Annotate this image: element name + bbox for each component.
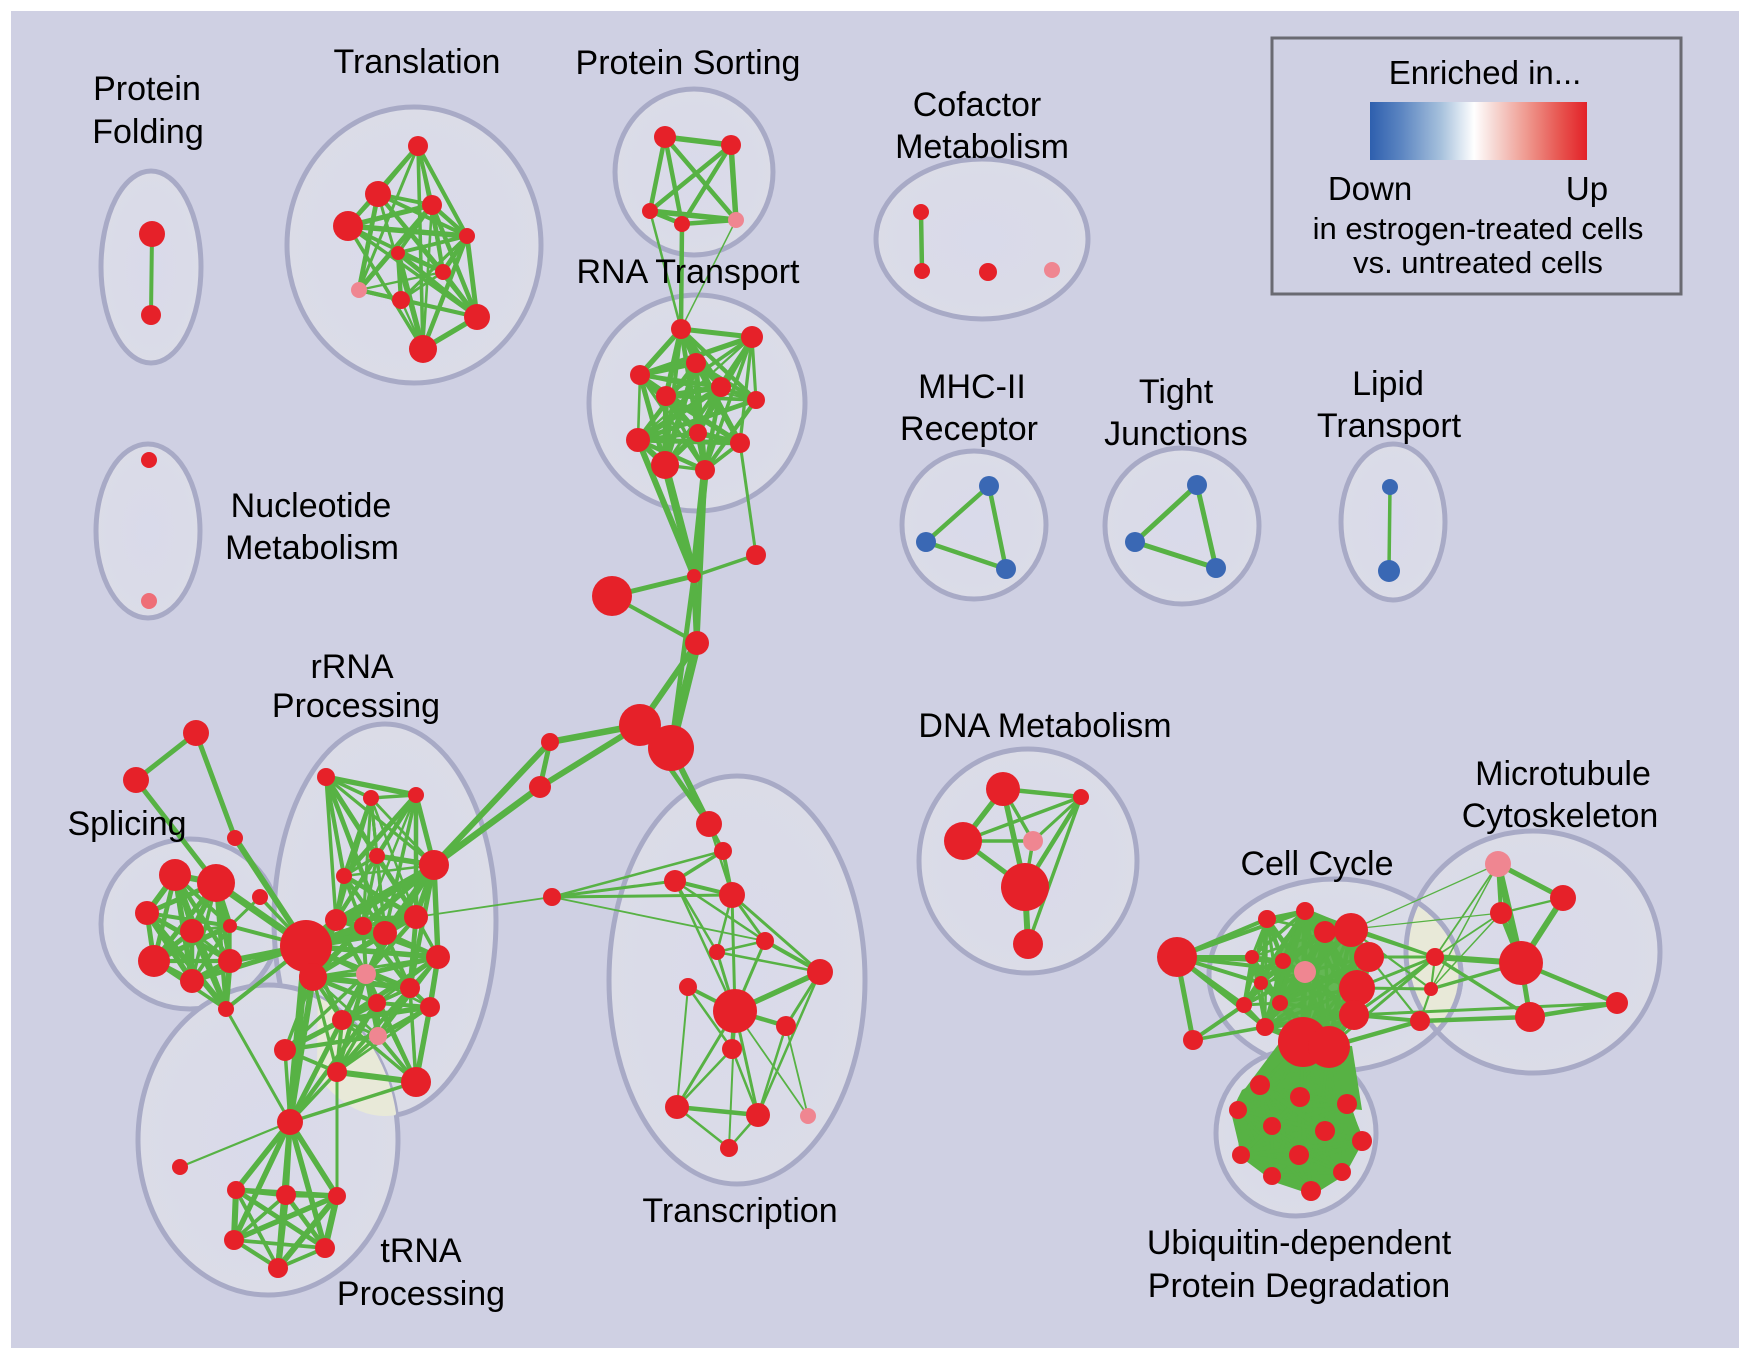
svg-text:Protein: Protein bbox=[93, 70, 201, 108]
svg-text:Down: Down bbox=[1328, 170, 1412, 207]
svg-text:Nucleotide: Nucleotide bbox=[231, 487, 392, 525]
svg-text:Processing: Processing bbox=[272, 687, 440, 725]
svg-text:RNA Transport: RNA Transport bbox=[577, 253, 801, 291]
svg-text:vs. untreated cells: vs. untreated cells bbox=[1353, 245, 1603, 280]
svg-text:Microtubule: Microtubule bbox=[1475, 755, 1651, 793]
svg-text:Splicing: Splicing bbox=[67, 805, 186, 843]
svg-text:Cell Cycle: Cell Cycle bbox=[1240, 845, 1393, 883]
svg-text:tRNA: tRNA bbox=[380, 1232, 462, 1270]
svg-text:Processing: Processing bbox=[337, 1275, 505, 1313]
svg-text:Enriched in...: Enriched in... bbox=[1389, 54, 1582, 91]
svg-text:Junctions: Junctions bbox=[1104, 415, 1248, 453]
svg-text:Receptor: Receptor bbox=[900, 410, 1038, 448]
svg-text:Up: Up bbox=[1566, 170, 1608, 207]
svg-text:Translation: Translation bbox=[334, 43, 501, 81]
svg-text:Cofactor: Cofactor bbox=[913, 86, 1042, 124]
svg-text:Transcription: Transcription bbox=[642, 1192, 837, 1230]
svg-text:in estrogen-treated cells: in estrogen-treated cells bbox=[1313, 211, 1644, 246]
svg-text:Protein Sorting: Protein Sorting bbox=[576, 44, 801, 82]
svg-text:Ubiquitin-dependent: Ubiquitin-dependent bbox=[1147, 1224, 1452, 1262]
svg-text:Tight: Tight bbox=[1139, 373, 1214, 411]
svg-text:DNA Metabolism: DNA Metabolism bbox=[918, 707, 1171, 745]
svg-text:Metabolism: Metabolism bbox=[225, 529, 399, 567]
svg-text:Lipid: Lipid bbox=[1352, 365, 1424, 403]
svg-text:rRNA: rRNA bbox=[310, 648, 393, 686]
svg-text:Cytoskeleton: Cytoskeleton bbox=[1462, 797, 1659, 835]
svg-text:MHC-II: MHC-II bbox=[918, 368, 1026, 406]
svg-text:Transport: Transport bbox=[1317, 407, 1462, 445]
svg-text:Protein Degradation: Protein Degradation bbox=[1148, 1267, 1450, 1305]
svg-text:Folding: Folding bbox=[92, 113, 204, 151]
svg-text:Metabolism: Metabolism bbox=[895, 128, 1069, 166]
